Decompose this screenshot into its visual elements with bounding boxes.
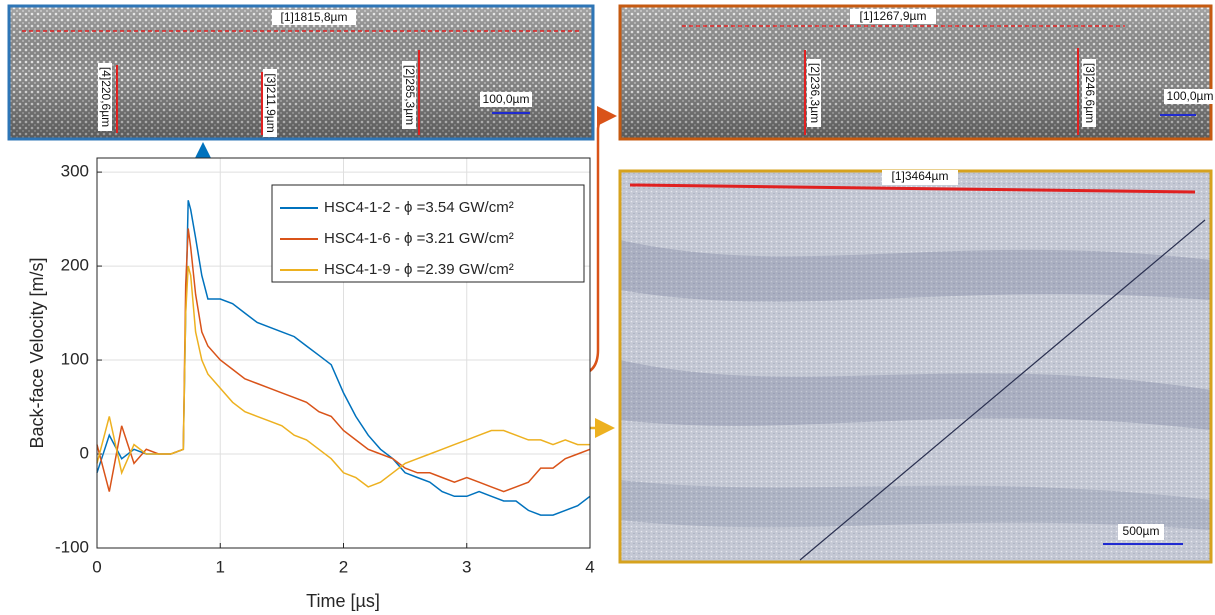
measurement-label: [3]246,6µm [1083, 63, 1097, 123]
measurement-label: [1]1267,9µm [860, 9, 927, 23]
legend-label: HSC4-1-2 - ϕ =3.54 GW/cm² [324, 199, 514, 216]
x-tick-label: 4 [585, 557, 594, 576]
scale-bar-label: 500µm [1123, 524, 1160, 538]
x-tick-label: 3 [462, 557, 471, 576]
scale-bar-label: 100,0µm [1167, 89, 1214, 103]
y-axis-label: Back-face Velocity [m/s] [27, 257, 47, 448]
micrograph-1: [1]1815,8µm [4]220,6µm [3]211,9µm [2]285… [7, 4, 595, 141]
y-tick-label: 300 [61, 162, 89, 181]
legend-label: HSC4-1-9 - ϕ =2.39 GW/cm² [324, 261, 514, 278]
micrograph-3: [1]3464µm 500µm [618, 169, 1213, 564]
y-tick-label: 200 [61, 256, 89, 275]
measurement-label: [4]220,6µm [99, 67, 113, 127]
measurement-label: [2]285,3µm [403, 65, 417, 125]
plot-frame [96, 157, 591, 549]
x-axis-label: Time [µs] [306, 591, 380, 611]
measurement-label: [2]236,3µm [808, 63, 822, 123]
y-tick-label: -100 [55, 537, 89, 556]
legend-label: HSC4-1-6 - ϕ =3.21 GW/cm² [324, 230, 514, 247]
scale-bar-label: 100,0µm [483, 92, 530, 106]
legend-box [271, 184, 585, 283]
y-tick-label: 0 [80, 444, 89, 463]
series-line [96, 265, 590, 488]
x-tick-label: 2 [339, 557, 348, 576]
measurement-label: [1]1815,8µm [281, 10, 348, 24]
measurement-label: [1]3464µm [892, 169, 949, 183]
x-tick-label: 0 [92, 557, 101, 576]
micrograph-2: [1]1267,9µm [2]236,3µm [3]246,6µm 100,0µ… [618, 4, 1215, 141]
x-tick-label: 1 [216, 557, 225, 576]
y-tick-label: 100 [61, 350, 89, 369]
measurement-label: [3]211,9µm [264, 73, 278, 132]
chart: Time [µs] Back-face Velocity [m/s] -1000… [27, 157, 595, 611]
